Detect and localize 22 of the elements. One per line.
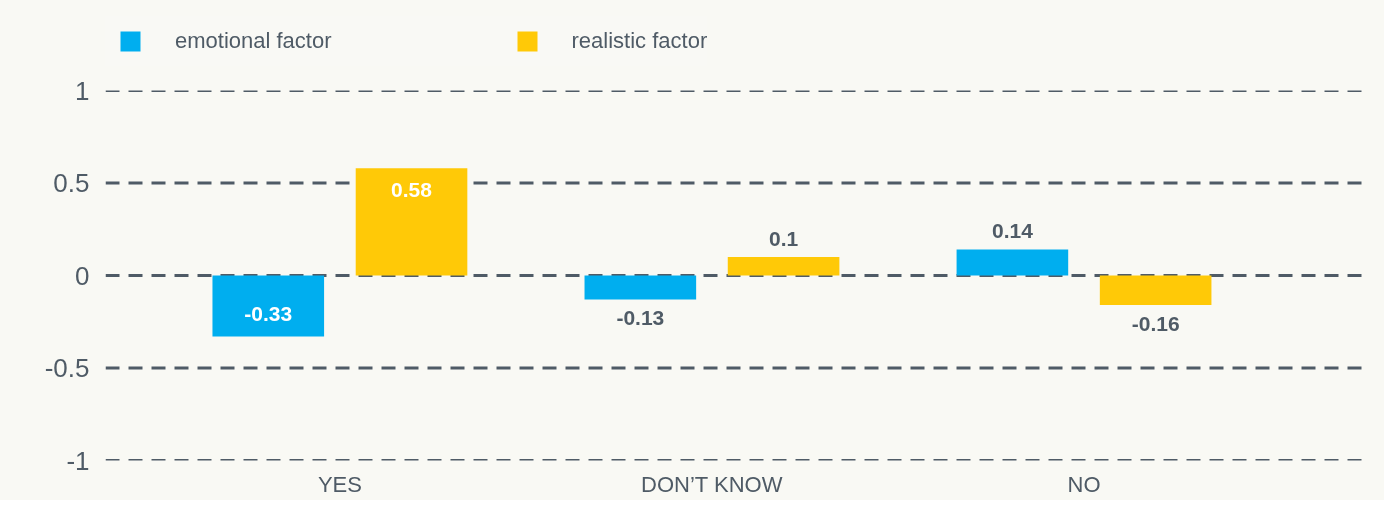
- bar: [355, 168, 468, 276]
- data-label: -0.16: [1131, 311, 1180, 335]
- bar: [212, 275, 325, 337]
- x-tick-label: DON’T KNOW: [641, 471, 783, 497]
- data-label: 0.1: [768, 226, 799, 250]
- data-label: -0.33: [244, 302, 293, 326]
- data-label: 0.58: [391, 178, 433, 202]
- y-tick-label: -1: [66, 445, 90, 476]
- data-label: -0.13: [616, 306, 665, 330]
- bar: [727, 257, 840, 276]
- bar: [956, 249, 1069, 276]
- y-tick-label: 1: [75, 75, 90, 106]
- x-tick-label: YES: [317, 471, 362, 497]
- y-tick-label: 0: [75, 260, 90, 291]
- bar: [584, 275, 697, 300]
- x-tick-label: NO: [1067, 471, 1101, 497]
- y-tick-label: -0.5: [44, 353, 90, 383]
- legend-label: realistic factor: [571, 28, 708, 54]
- data-label: 0.14: [991, 219, 1034, 243]
- legend-label: emotional factor: [175, 28, 332, 54]
- bar: [1099, 275, 1212, 306]
- y-tick-label: 0.5: [53, 168, 90, 198]
